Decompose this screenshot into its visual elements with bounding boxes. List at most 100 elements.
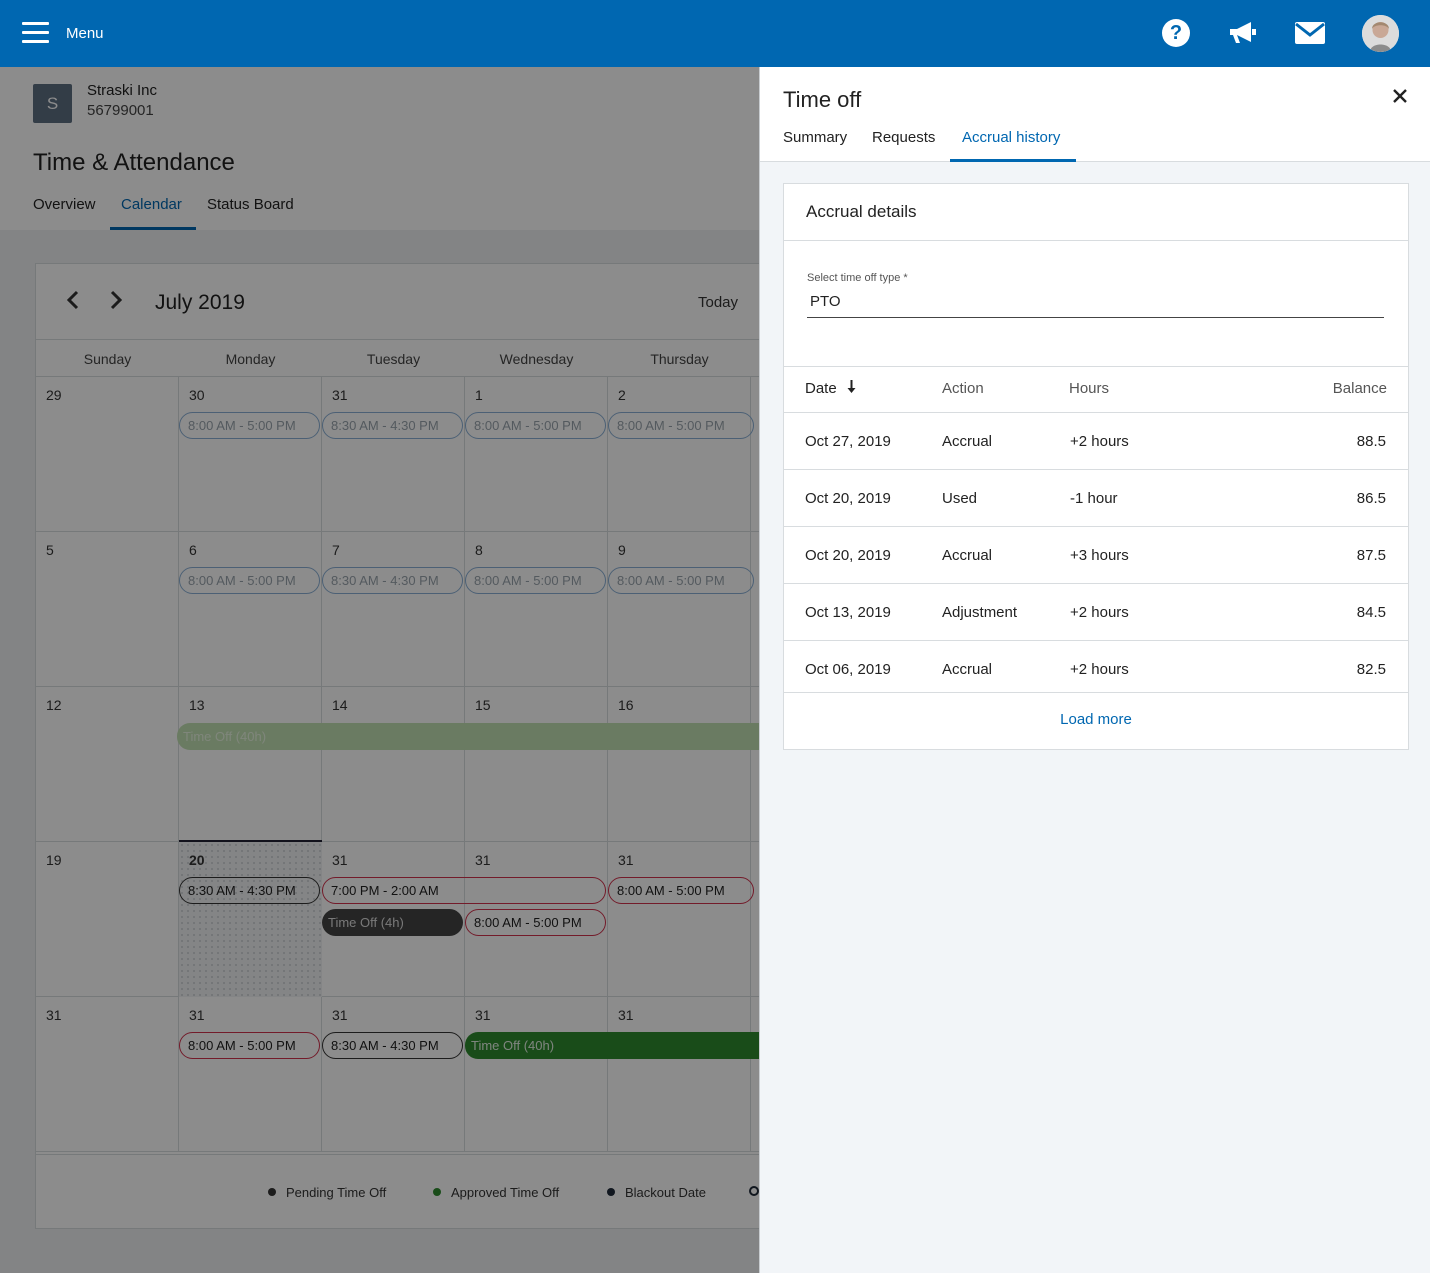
cell-date: Oct 20, 2019 — [805, 547, 891, 564]
column-header-date[interactable]: Date — [805, 380, 856, 398]
calendar-day[interactable]: 8 — [465, 532, 608, 687]
calendar-day[interactable]: 19 — [36, 842, 179, 997]
cell-hours: +2 hours — [1070, 661, 1129, 678]
calendar-day[interactable]: 31 — [322, 377, 465, 532]
cell-balance: 82.5 — [1356, 661, 1386, 678]
table-row: Oct 20, 2019 Accrual +3 hours 87.5 — [784, 527, 1408, 584]
day-number: 31 — [332, 852, 348, 868]
calendar-day[interactable]: 31 — [322, 842, 465, 997]
calendar-day[interactable]: 9 — [608, 532, 751, 687]
calendar-day[interactable]: 5 — [36, 532, 179, 687]
tab-status-board[interactable]: Status Board — [207, 196, 294, 213]
cell-action: Accrual — [942, 547, 993, 564]
calendar-day[interactable]: 31 — [608, 997, 751, 1152]
calendar-week: 5 6 7 8 9 8:00 AM - 5:00 PM 8:30 AM - 4:… — [36, 532, 760, 687]
tab-calendar[interactable]: Calendar — [121, 196, 182, 213]
load-more-link[interactable]: Load more — [1060, 711, 1132, 728]
time-off-bar[interactable]: Time Off (40h) — [465, 1032, 760, 1059]
shift-pill[interactable]: 8:00 AM - 5:00 PM — [465, 412, 606, 439]
calendar-day[interactable]: 15 — [465, 687, 608, 842]
time-off-pill[interactable]: Time Off (4h) — [322, 909, 463, 936]
calendar-day[interactable]: 31 — [36, 997, 179, 1152]
company-badge: S — [33, 84, 72, 123]
column-header-action[interactable]: Action — [942, 380, 984, 397]
hamburger-icon[interactable] — [22, 22, 49, 44]
calendar-day[interactable]: 31 — [465, 842, 608, 997]
calendar-day[interactable]: 31 — [608, 842, 751, 997]
calendar-day[interactable]: 16 — [608, 687, 751, 842]
shift-pill[interactable]: 8:00 AM - 5:00 PM — [179, 567, 320, 594]
day-number: 2 — [618, 387, 626, 403]
megaphone-icon[interactable] — [1226, 17, 1258, 49]
shift-pill[interactable]: 8:00 AM - 5:00 PM — [179, 1032, 320, 1059]
calendar-day[interactable]: 2 — [608, 377, 751, 532]
column-header-hours[interactable]: Hours — [1069, 380, 1110, 397]
time-off-bar[interactable]: Time Off (40h) — [177, 723, 760, 750]
shift-pill[interactable]: 8:30 AM - 4:30 PM — [322, 1032, 463, 1059]
select-underline[interactable] — [807, 317, 1384, 318]
shift-pill[interactable]: 8:30 AM - 4:30 PM — [322, 412, 463, 439]
chevron-right-icon[interactable] — [109, 290, 123, 316]
menu-label[interactable]: Menu — [66, 25, 104, 42]
legend-label: Approved Time Off — [451, 1185, 560, 1200]
avatar[interactable] — [1362, 15, 1399, 52]
accrual-details-card: Accrual details Select time off type * P… — [783, 183, 1409, 750]
calendar-day[interactable]: 6 — [179, 532, 322, 687]
calendar-day[interactable]: 31 — [179, 997, 322, 1152]
column-label: Date — [805, 380, 837, 397]
calendar-day-today[interactable]: 20 — [179, 840, 322, 997]
calendar-day[interactable]: 7 — [322, 532, 465, 687]
day-number: 20 — [189, 852, 205, 868]
table-row: Oct 20, 2019 Used -1 hour 86.5 — [784, 470, 1408, 527]
close-icon[interactable] — [1393, 85, 1407, 107]
mail-icon[interactable] — [1294, 17, 1326, 49]
shift-pill[interactable]: 8:00 AM - 5:00 PM — [608, 412, 754, 439]
calendar-day[interactable]: 1 — [465, 377, 608, 532]
help-icon[interactable]: ? — [1160, 17, 1192, 49]
calendar-nav: July 2019 Today — [36, 264, 760, 340]
page-title: Time & Attendance — [33, 149, 235, 176]
shift-pill[interactable]: 8:00 AM - 5:00 PM — [465, 909, 606, 936]
calendar-day[interactable]: 12 — [36, 687, 179, 842]
day-number: 7 — [332, 542, 340, 558]
legend-other — [749, 1185, 760, 1200]
shift-pill[interactable]: 8:00 AM - 5:00 PM — [465, 567, 606, 594]
shift-pill[interactable]: 8:30 AM - 4:30 PM — [179, 877, 320, 904]
day-number: 9 — [618, 542, 626, 558]
time-off-type-select[interactable]: PTO — [810, 293, 841, 310]
day-number: 31 — [332, 387, 348, 403]
calendar-day[interactable]: 31 — [322, 997, 465, 1152]
cell-balance: 84.5 — [1356, 604, 1386, 621]
calendar-day[interactable]: 31 — [465, 997, 608, 1152]
day-number: 30 — [189, 387, 205, 403]
tab-summary[interactable]: Summary — [783, 129, 848, 146]
dow-tuesday: Tuesday — [366, 351, 421, 367]
cell-hours: +2 hours — [1070, 604, 1129, 621]
shift-pill[interactable]: 8:00 AM - 5:00 PM — [179, 412, 320, 439]
day-number: 29 — [46, 387, 62, 403]
dow-monday: Monday — [225, 351, 276, 367]
tab-accrual-history[interactable]: Accrual history — [962, 129, 1061, 146]
cell-date: Oct 27, 2019 — [805, 433, 891, 450]
calendar-day[interactable]: 14 — [322, 687, 465, 842]
calendar-day[interactable]: 30 — [179, 377, 322, 532]
calendar-day[interactable]: 29 — [36, 377, 179, 532]
today-indicator — [179, 840, 322, 842]
today-button[interactable]: Today — [698, 294, 739, 311]
arrow-down-icon — [847, 380, 856, 398]
legend-approved: Approved Time Off — [433, 1185, 559, 1200]
shift-pill[interactable]: 8:00 AM - 5:00 PM — [608, 567, 754, 594]
shift-pill[interactable]: 7:00 PM - 2:00 AM — [322, 877, 606, 904]
today-highlight — [179, 842, 322, 997]
day-number: 8 — [475, 542, 483, 558]
calendar-day[interactable]: 13 — [179, 687, 322, 842]
shift-pill[interactable]: 8:00 AM - 5:00 PM — [608, 877, 754, 904]
tab-overview[interactable]: Overview — [33, 196, 96, 213]
column-header-balance[interactable]: Balance — [1332, 380, 1387, 397]
shift-pill[interactable]: 8:30 AM - 4:30 PM — [322, 567, 463, 594]
chevron-left-icon[interactable] — [66, 290, 80, 316]
month-label: July 2019 — [155, 291, 245, 314]
tab-requests[interactable]: Requests — [872, 129, 936, 146]
modal-scrim[interactable] — [0, 67, 760, 1273]
cell-date: Oct 20, 2019 — [805, 490, 891, 507]
